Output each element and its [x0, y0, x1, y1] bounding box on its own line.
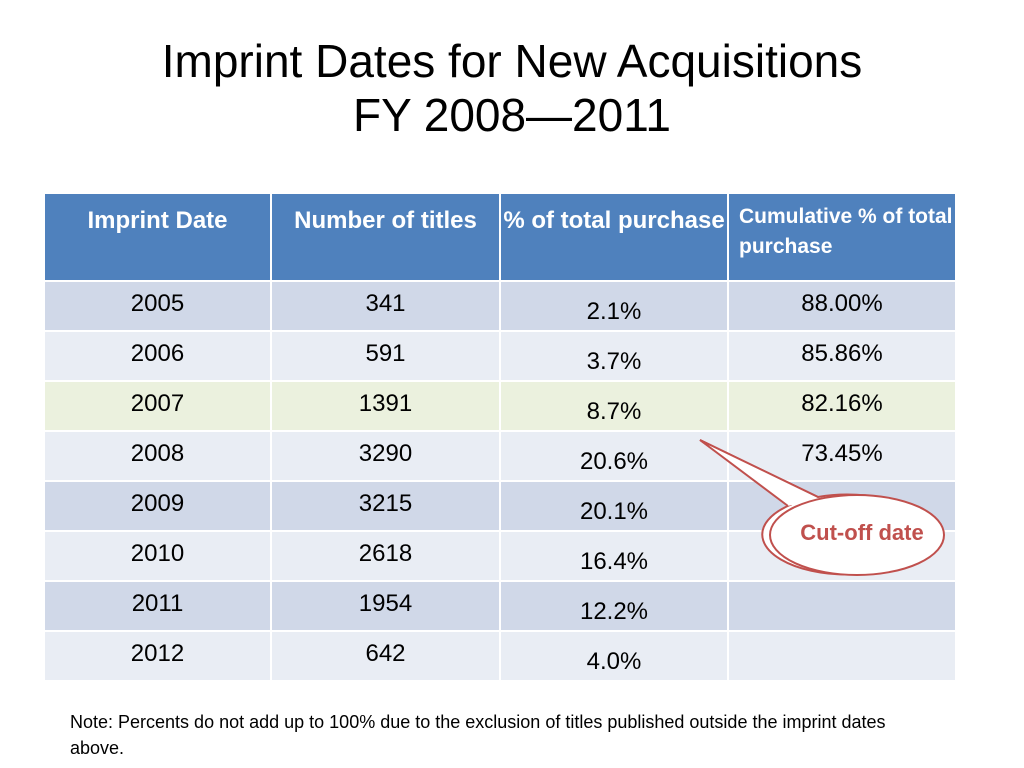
cell-pct: 12.2%	[499, 580, 729, 632]
title-line-2: FY 2008—2011	[353, 89, 671, 141]
table-row: 2012 642 4.0%	[43, 630, 957, 682]
cell-pct: 2.1%	[499, 280, 729, 332]
table-row: 2011 1954 12.2%	[43, 580, 957, 632]
cell-pct: 4.0%	[499, 630, 729, 682]
cell-cumulative	[727, 580, 957, 632]
cell-titles: 1391	[270, 380, 501, 432]
table-row: 2008 3290 20.6% 73.45%	[43, 430, 957, 482]
cell-cumulative: 73.45%	[727, 430, 957, 482]
cell-pct: 16.4%	[499, 530, 729, 582]
cell-cumulative	[727, 630, 957, 682]
cell-titles: 341	[270, 280, 501, 332]
cell-titles: 3290	[270, 430, 501, 482]
cell-year: 2005	[43, 280, 272, 332]
cell-pct: 3.7%	[499, 330, 729, 382]
cell-pct: 20.1%	[499, 480, 729, 532]
cell-cumulative: 88.00%	[727, 280, 957, 332]
table-header-row: Imprint Date Number of titles % of total…	[43, 192, 957, 282]
title-line-1: Imprint Dates for New Acquisitions	[161, 35, 863, 87]
cell-year: 2012	[43, 630, 272, 682]
table-row-highlighted: 2007 1391 8.7% 82.16%	[43, 380, 957, 432]
header-cumulative: Cumulative % of total purchase	[727, 192, 957, 282]
cell-titles: 3215	[270, 480, 501, 532]
cell-titles: 2618	[270, 530, 501, 582]
header-number-of-titles: Number of titles	[270, 192, 501, 282]
cell-titles: 642	[270, 630, 501, 682]
cell-year: 2011	[43, 580, 272, 632]
cell-titles: 1954	[270, 580, 501, 632]
cell-cumulative: 82.16%	[727, 380, 957, 432]
cell-pct: 8.7%	[499, 380, 729, 432]
cell-year: 2007	[43, 380, 272, 432]
imprint-table: Imprint Date Number of titles % of total…	[43, 192, 957, 682]
slide-title: Imprint Dates for New Acquisitions FY 20…	[0, 34, 1024, 142]
cell-year: 2008	[43, 430, 272, 482]
header-pct-total: % of total purchase	[499, 192, 729, 282]
table-row: 2005 341 2.1% 88.00%	[43, 280, 957, 332]
header-imprint-date: Imprint Date	[43, 192, 272, 282]
cell-cumulative: 85.86%	[727, 330, 957, 382]
cell-year: 2006	[43, 330, 272, 382]
footnote: Note: Percents do not add up to 100% due…	[70, 712, 886, 758]
callout-label: Cut-off date	[800, 520, 924, 545]
cell-year: 2009	[43, 480, 272, 532]
cell-year: 2010	[43, 530, 272, 582]
cell-titles: 591	[270, 330, 501, 382]
table-row: 2006 591 3.7% 85.86%	[43, 330, 957, 382]
cell-pct: 20.6%	[499, 430, 729, 482]
